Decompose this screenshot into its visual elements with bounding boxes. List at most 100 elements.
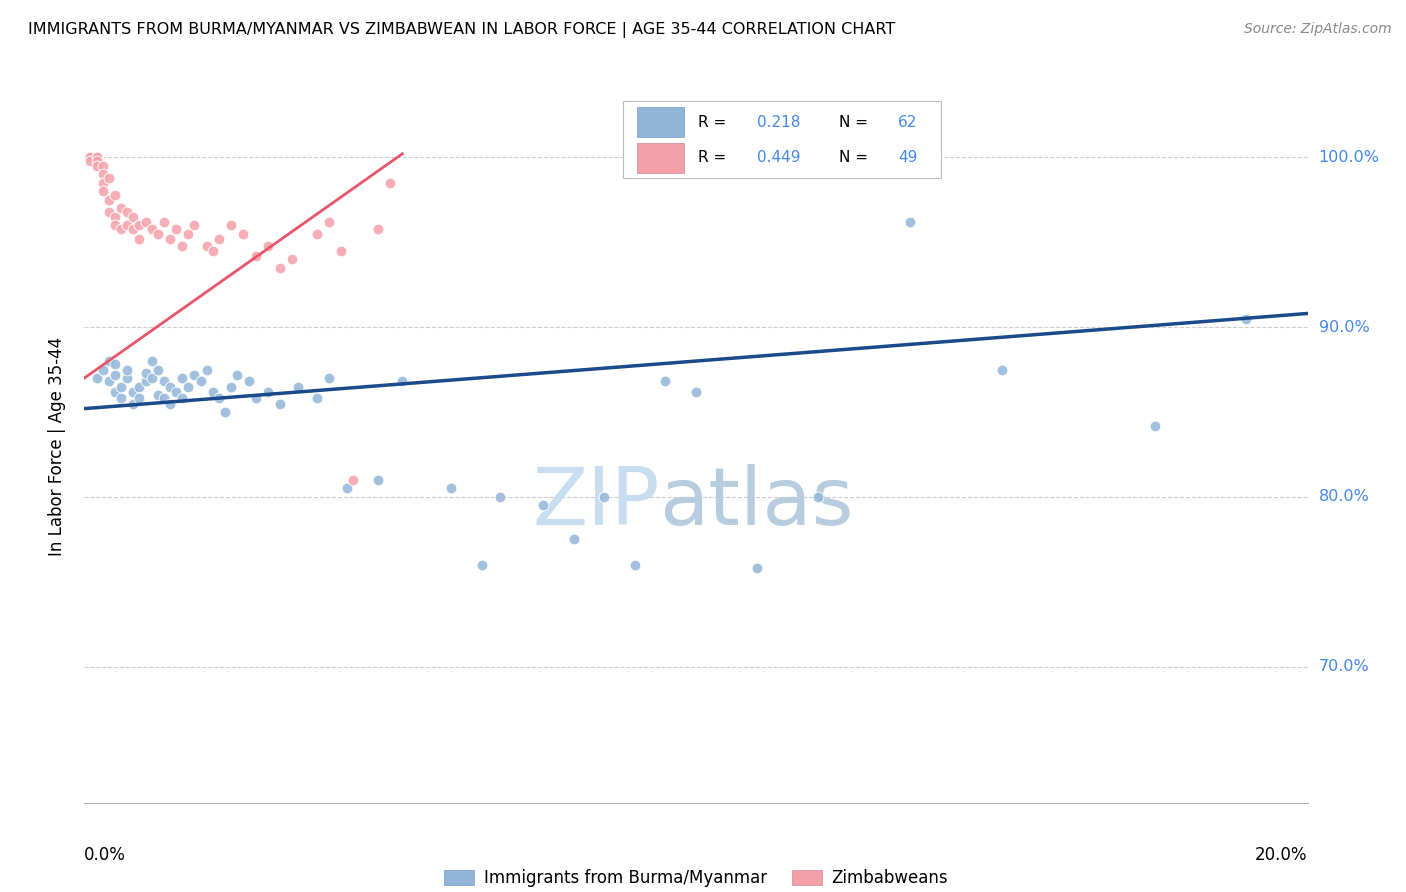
- Point: [305, 392, 328, 406]
- Point: [122, 210, 145, 224]
- Point: [79, 153, 101, 168]
- Point: [104, 210, 127, 224]
- Point: [110, 379, 132, 393]
- Text: 0.218: 0.218: [758, 115, 800, 129]
- Text: ZIP: ZIP: [531, 464, 659, 542]
- Point: [654, 375, 676, 389]
- Point: [208, 232, 231, 246]
- Point: [104, 358, 127, 372]
- Text: 0.0%: 0.0%: [84, 846, 127, 863]
- FancyBboxPatch shape: [637, 143, 683, 172]
- Point: [440, 482, 463, 496]
- Point: [91, 362, 114, 376]
- Point: [91, 159, 114, 173]
- Point: [195, 362, 218, 376]
- Point: [287, 379, 309, 393]
- Point: [172, 392, 194, 406]
- Point: [245, 392, 267, 406]
- Point: [177, 379, 200, 393]
- Point: [91, 176, 114, 190]
- Point: [128, 232, 150, 246]
- Point: [86, 150, 108, 164]
- Text: 49: 49: [898, 150, 917, 165]
- Text: R =: R =: [699, 115, 731, 129]
- Point: [489, 490, 512, 504]
- Text: N =: N =: [839, 115, 873, 129]
- Text: 80.0%: 80.0%: [1319, 490, 1369, 505]
- Point: [79, 150, 101, 164]
- Point: [562, 533, 585, 547]
- Point: [122, 221, 145, 235]
- Point: [318, 215, 340, 229]
- Point: [97, 193, 120, 207]
- Point: [232, 227, 254, 241]
- Point: [531, 499, 554, 513]
- Point: [86, 150, 108, 164]
- Point: [153, 392, 176, 406]
- Point: [190, 375, 212, 389]
- Point: [747, 561, 769, 575]
- Point: [201, 244, 224, 258]
- Text: R =: R =: [699, 150, 731, 165]
- Point: [122, 384, 145, 399]
- Point: [122, 396, 145, 410]
- Point: [245, 249, 267, 263]
- Point: [146, 388, 169, 402]
- Point: [380, 176, 402, 190]
- Point: [172, 371, 194, 385]
- Point: [135, 366, 157, 380]
- Point: [128, 218, 150, 232]
- Text: 0.449: 0.449: [758, 150, 800, 165]
- Point: [342, 473, 364, 487]
- Point: [165, 221, 187, 235]
- Point: [146, 227, 169, 241]
- Point: [305, 227, 328, 241]
- Point: [257, 384, 280, 399]
- Point: [86, 159, 108, 173]
- Point: [201, 384, 224, 399]
- Point: [219, 218, 242, 232]
- Point: [165, 384, 187, 399]
- Point: [153, 215, 176, 229]
- Text: 62: 62: [898, 115, 917, 129]
- Legend: Immigrants from Burma/Myanmar, Zimbabweans: Immigrants from Burma/Myanmar, Zimbabwea…: [444, 869, 948, 888]
- Text: atlas: atlas: [659, 464, 853, 542]
- Point: [153, 375, 176, 389]
- Point: [79, 150, 101, 164]
- Point: [471, 558, 494, 572]
- Point: [128, 392, 150, 406]
- Point: [115, 218, 138, 232]
- Point: [110, 201, 132, 215]
- Point: [1234, 311, 1257, 326]
- Point: [104, 368, 127, 382]
- Point: [330, 244, 353, 258]
- Point: [141, 221, 163, 235]
- Text: 100.0%: 100.0%: [1319, 150, 1379, 165]
- Point: [219, 379, 242, 393]
- Point: [159, 379, 181, 393]
- Point: [281, 252, 304, 266]
- Point: [159, 396, 181, 410]
- Y-axis label: In Labor Force | Age 35-44: In Labor Force | Age 35-44: [48, 336, 66, 556]
- Point: [214, 405, 236, 419]
- Point: [91, 184, 114, 198]
- Point: [269, 260, 291, 275]
- Text: 70.0%: 70.0%: [1319, 659, 1369, 674]
- FancyBboxPatch shape: [623, 102, 941, 178]
- Point: [593, 490, 616, 504]
- Point: [257, 238, 280, 252]
- Point: [115, 371, 138, 385]
- Point: [110, 221, 132, 235]
- Point: [226, 368, 249, 382]
- Point: [115, 204, 138, 219]
- Point: [208, 392, 231, 406]
- Point: [97, 354, 120, 368]
- Point: [624, 558, 647, 572]
- Point: [172, 238, 194, 252]
- Text: 90.0%: 90.0%: [1319, 319, 1369, 334]
- Text: IMMIGRANTS FROM BURMA/MYANMAR VS ZIMBABWEAN IN LABOR FORCE | AGE 35-44 CORRELATI: IMMIGRANTS FROM BURMA/MYANMAR VS ZIMBABW…: [28, 22, 896, 38]
- Point: [1143, 418, 1166, 433]
- Point: [898, 215, 921, 229]
- Point: [195, 238, 218, 252]
- Point: [115, 362, 138, 376]
